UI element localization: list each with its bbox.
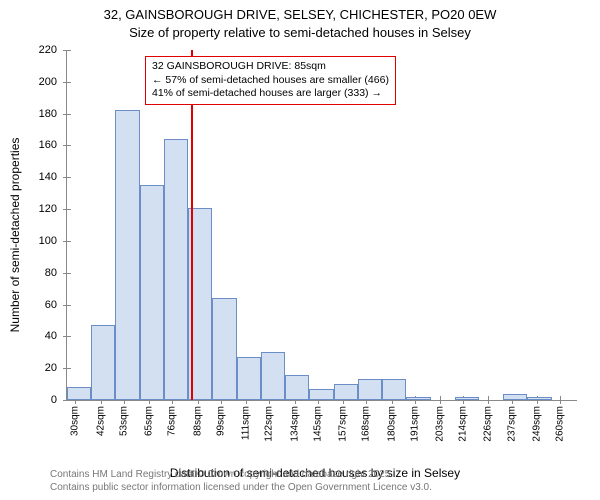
y-tick-label: 80	[45, 267, 57, 279]
y-tick	[63, 368, 71, 369]
y-tick	[63, 145, 71, 146]
x-tick-label: 99sqm	[215, 406, 226, 436]
x-tick-label: 65sqm	[144, 406, 155, 436]
x-tick-label: 180sqm	[386, 406, 397, 442]
chart-title: 32, GAINSBOROUGH DRIVE, SELSEY, CHICHEST…	[0, 0, 600, 41]
y-tick-label: 40	[45, 330, 57, 342]
x-tick-label: 88sqm	[192, 406, 203, 436]
y-tick	[63, 177, 71, 178]
info-box: 32 GAINSBOROUGH DRIVE: 85sqm ← 57% of se…	[145, 56, 396, 105]
x-tick-label: 134sqm	[289, 406, 300, 442]
x-tick-label: 249sqm	[531, 406, 542, 442]
x-tick-label: 226sqm	[483, 406, 494, 442]
x-tick-label: 157sqm	[338, 406, 349, 442]
title-line1: 32, GAINSBOROUGH DRIVE, SELSEY, CHICHEST…	[104, 7, 497, 22]
x-tick	[488, 396, 489, 404]
y-tick-label: 200	[39, 76, 57, 88]
histogram-bar	[309, 389, 333, 400]
histogram-bar	[382, 379, 406, 400]
y-tick	[63, 400, 71, 401]
y-tick	[63, 241, 71, 242]
x-tick-label: 214sqm	[458, 406, 469, 442]
y-tick-label: 120	[39, 203, 57, 215]
x-tick-label: 76sqm	[167, 406, 178, 436]
x-tick-label: 42sqm	[95, 406, 106, 436]
x-tick-label: 168sqm	[361, 406, 372, 442]
y-tick-label: 0	[51, 394, 57, 406]
x-tick-label: 111sqm	[241, 406, 252, 440]
x-tick	[440, 396, 441, 404]
y-tick-label: 140	[39, 171, 57, 183]
info-line1: 32 GAINSBOROUGH DRIVE: 85sqm	[152, 60, 389, 74]
histogram-bar	[140, 185, 164, 400]
info-line2: ← 57% of semi-detached houses are smalle…	[152, 74, 389, 88]
y-tick	[63, 50, 71, 51]
y-tick	[63, 82, 71, 83]
histogram-bar	[527, 397, 551, 400]
y-tick-label: 60	[45, 299, 57, 311]
histogram-bar	[358, 379, 382, 400]
plot-area: 02040608010012014016018020022030sqm42sqm…	[66, 50, 577, 401]
x-tick-label: 53sqm	[118, 406, 129, 436]
y-tick-label: 160	[39, 139, 57, 151]
x-tick	[560, 396, 561, 404]
x-tick-label: 260sqm	[555, 406, 566, 442]
y-tick	[63, 209, 71, 210]
y-tick-label: 220	[39, 44, 57, 56]
histogram-bar	[91, 325, 115, 400]
histogram-bar	[334, 384, 358, 400]
footnote-line1: Contains HM Land Registry data © Crown c…	[50, 469, 393, 480]
y-tick-label: 180	[39, 108, 57, 120]
histogram-bar	[164, 139, 188, 400]
footnote: Contains HM Land Registry data © Crown c…	[50, 469, 432, 494]
chart-wrap: Number of semi-detached properties 02040…	[50, 50, 580, 420]
histogram-bar	[212, 298, 236, 400]
y-tick	[63, 273, 71, 274]
y-tick	[63, 336, 71, 337]
histogram-bar	[261, 352, 285, 400]
info-line3: 41% of semi-detached houses are larger (…	[152, 87, 389, 101]
x-tick-label: 203sqm	[435, 406, 446, 442]
y-tick	[63, 305, 71, 306]
histogram-bar	[285, 375, 309, 400]
histogram-bar	[455, 397, 479, 400]
histogram-bar	[503, 394, 527, 400]
histogram-bar	[406, 397, 430, 400]
y-tick	[63, 114, 71, 115]
chart-container: 32, GAINSBOROUGH DRIVE, SELSEY, CHICHEST…	[0, 0, 600, 500]
title-line2: Size of property relative to semi-detach…	[129, 25, 471, 40]
x-tick-label: 145sqm	[312, 406, 323, 442]
footnote-line2: Contains public sector information licen…	[50, 482, 432, 493]
y-tick-label: 100	[39, 235, 57, 247]
x-tick-label: 122sqm	[264, 406, 275, 442]
histogram-bar	[237, 357, 261, 400]
x-tick-label: 30sqm	[70, 406, 81, 436]
y-axis-label: Number of semi-detached properties	[8, 138, 22, 333]
histogram-bar	[67, 387, 91, 400]
histogram-bar	[115, 110, 139, 400]
x-tick-label: 237sqm	[506, 406, 517, 442]
x-tick-label: 191sqm	[409, 406, 420, 442]
y-tick-label: 20	[45, 362, 57, 374]
